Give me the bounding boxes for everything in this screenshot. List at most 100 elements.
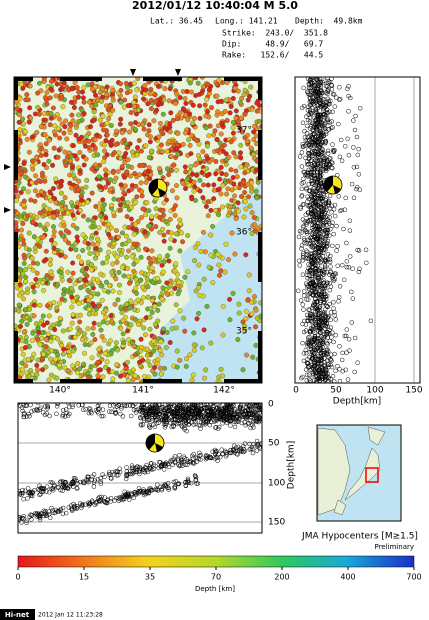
hypocenter [164, 291, 170, 297]
hypocenter [70, 363, 76, 369]
hypocenter [70, 260, 76, 266]
hypocenter [231, 448, 236, 453]
hypocenter [193, 474, 199, 480]
hypocenter [69, 185, 74, 191]
hypocenter [307, 119, 313, 124]
hypocenter [323, 283, 328, 289]
hypocenter [306, 85, 312, 90]
hypocenter [308, 162, 313, 167]
hypocenter [161, 232, 167, 238]
hypocenter [329, 203, 334, 209]
hypocenter [106, 116, 112, 122]
hypocenter [48, 372, 54, 378]
hypocenter [27, 83, 33, 89]
hypocenter [310, 198, 316, 203]
hypocenter [50, 486, 55, 491]
hypocenter [18, 323, 23, 329]
hypocenter [325, 96, 331, 102]
hypocenter [119, 310, 125, 316]
hypocenter [211, 196, 217, 202]
hypocenter [112, 150, 118, 155]
hypocenter [24, 520, 29, 525]
hypocenter [45, 403, 50, 409]
hypocenter [305, 361, 311, 366]
hypocenter [84, 177, 90, 183]
hypocenter [109, 409, 114, 415]
hypocenter [223, 241, 229, 247]
hypocenter [328, 269, 333, 274]
hypocenter [41, 486, 47, 491]
hypocenter [122, 97, 128, 103]
hypocenter [239, 129, 245, 135]
hypocenter [194, 459, 199, 465]
hypocenter [144, 418, 150, 423]
hypocenter [339, 158, 345, 163]
hypocenter [89, 355, 95, 361]
hypocenter [200, 149, 206, 155]
hypocenter [85, 474, 90, 480]
border-bar [14, 331, 18, 383]
hypocenter [213, 449, 218, 454]
hypocenter [354, 186, 359, 192]
hypocenter [181, 411, 187, 416]
hypocenter [185, 176, 190, 182]
hypocenter [100, 374, 106, 380]
hypocenter [151, 118, 157, 124]
hypocenter [58, 487, 63, 493]
hypocenter [220, 451, 226, 457]
hypocenter [40, 410, 46, 415]
hypocenter [181, 315, 187, 321]
hypocenter [115, 168, 121, 174]
hypocenter [141, 489, 147, 494]
hypocenter [315, 95, 320, 101]
hypocenter [325, 80, 331, 86]
border-bar [258, 77, 262, 100]
hypocenter [226, 178, 232, 184]
hypocenter [304, 159, 310, 164]
hypocenter [317, 238, 323, 244]
hypocenter [137, 488, 142, 494]
hypocenter [14, 184, 18, 190]
hypocenter [247, 447, 252, 452]
hypocenter [320, 250, 326, 256]
hypocenter [153, 345, 159, 351]
hypocenter [318, 340, 324, 346]
hypocenter [305, 140, 310, 146]
hypocenter [175, 409, 180, 414]
hypocenter [98, 479, 103, 484]
hypocenter [227, 204, 233, 209]
hypocenter [23, 334, 29, 340]
hypocenter [67, 172, 73, 178]
hypocenter [113, 495, 119, 501]
hypocenter [317, 77, 322, 81]
hypocenter [205, 419, 210, 425]
hypocenter [47, 122, 53, 128]
hypocenter [44, 90, 50, 96]
hypocenter [235, 337, 241, 342]
hypocenter [251, 151, 256, 157]
hypocenter [103, 364, 108, 370]
hypocenter [325, 115, 330, 121]
hypocenter [176, 456, 181, 462]
hypocenter [128, 322, 134, 328]
hypocenter [307, 134, 312, 139]
hypocenter [182, 425, 187, 430]
hypocenter [125, 163, 131, 169]
hypocenter [92, 502, 98, 508]
hypocenter [317, 157, 322, 163]
hypocenter [333, 368, 338, 374]
hypocenter [300, 272, 306, 277]
hypocenter [150, 279, 156, 285]
hypocenter [60, 104, 66, 110]
hypocenter [306, 307, 311, 312]
hypocenter [47, 95, 53, 101]
hypocenter [143, 332, 148, 338]
hypocenter [311, 346, 317, 351]
hypocenter [200, 229, 206, 235]
hypocenter [227, 110, 233, 116]
hypocenter [315, 215, 320, 221]
hypocenter [215, 455, 220, 460]
hypocenter [312, 86, 318, 91]
hypocenter [309, 287, 314, 293]
hypocenter [155, 318, 161, 324]
